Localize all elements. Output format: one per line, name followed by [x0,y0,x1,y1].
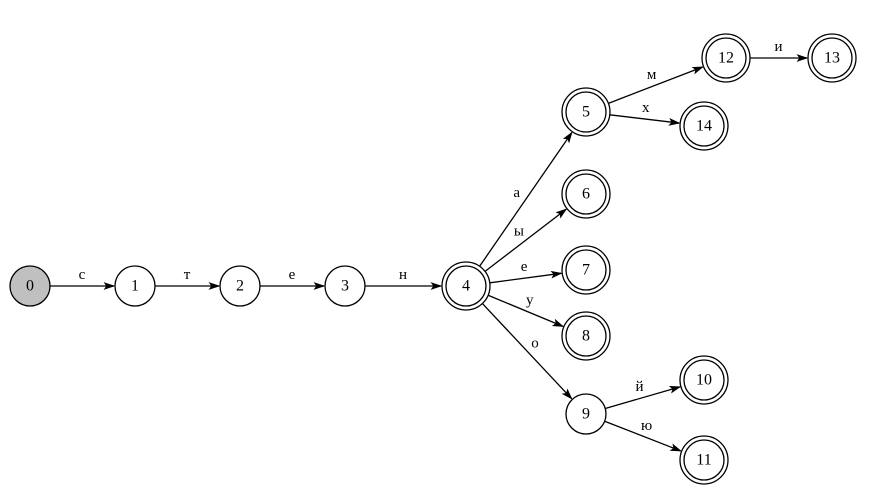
state-node: 12 [702,34,750,82]
edge-label: ы [514,224,524,240]
state-node: 14 [680,102,728,150]
state-node: 1 [115,266,155,306]
state-node: 5 [562,88,610,136]
state-node: 6 [562,170,610,218]
node-label: 11 [696,452,711,469]
edge-label: н [399,267,407,283]
state-node: 8 [562,312,610,360]
node-label: 1 [131,278,139,295]
edge-label: ю [641,418,652,434]
edge-label: с [79,267,86,283]
node-label: 9 [582,406,590,423]
state-node: 13 [808,34,856,82]
node-label: 13 [824,50,840,67]
edge [480,133,572,267]
node-label: 3 [341,278,349,295]
node-label: 14 [696,118,712,135]
state-node: 11 [680,436,728,484]
state-node: 10 [680,356,728,404]
state-node: 0 [10,266,50,306]
node-label: 8 [582,328,590,345]
edge-label: х [642,100,650,116]
edge-label: и [774,39,782,55]
edge-label: е [521,259,528,275]
state-node: 3 [325,266,365,306]
node-label: 0 [26,278,34,295]
edge-label: е [289,267,296,283]
edge-label: т [184,267,191,283]
edge-label: о [531,336,539,352]
edge [482,304,571,399]
node-label: 4 [462,278,470,295]
edge-label: а [513,185,520,201]
node-label: 5 [582,104,590,121]
state-node: 9 [566,394,606,434]
edge-label: у [526,293,534,309]
node-label: 7 [582,262,590,279]
node-label: 12 [718,50,734,67]
state-node: 7 [562,246,610,294]
edge-label: м [647,67,657,83]
edge-label: й [636,379,644,395]
node-label: 2 [236,278,244,295]
state-node: 4 [442,262,490,310]
node-label: 10 [696,372,712,389]
edge [610,115,679,123]
state-node: 2 [220,266,260,306]
node-label: 6 [582,186,590,203]
automaton-diagram: стенаыеуойюмхи 01234567891011121314 [0,0,880,500]
